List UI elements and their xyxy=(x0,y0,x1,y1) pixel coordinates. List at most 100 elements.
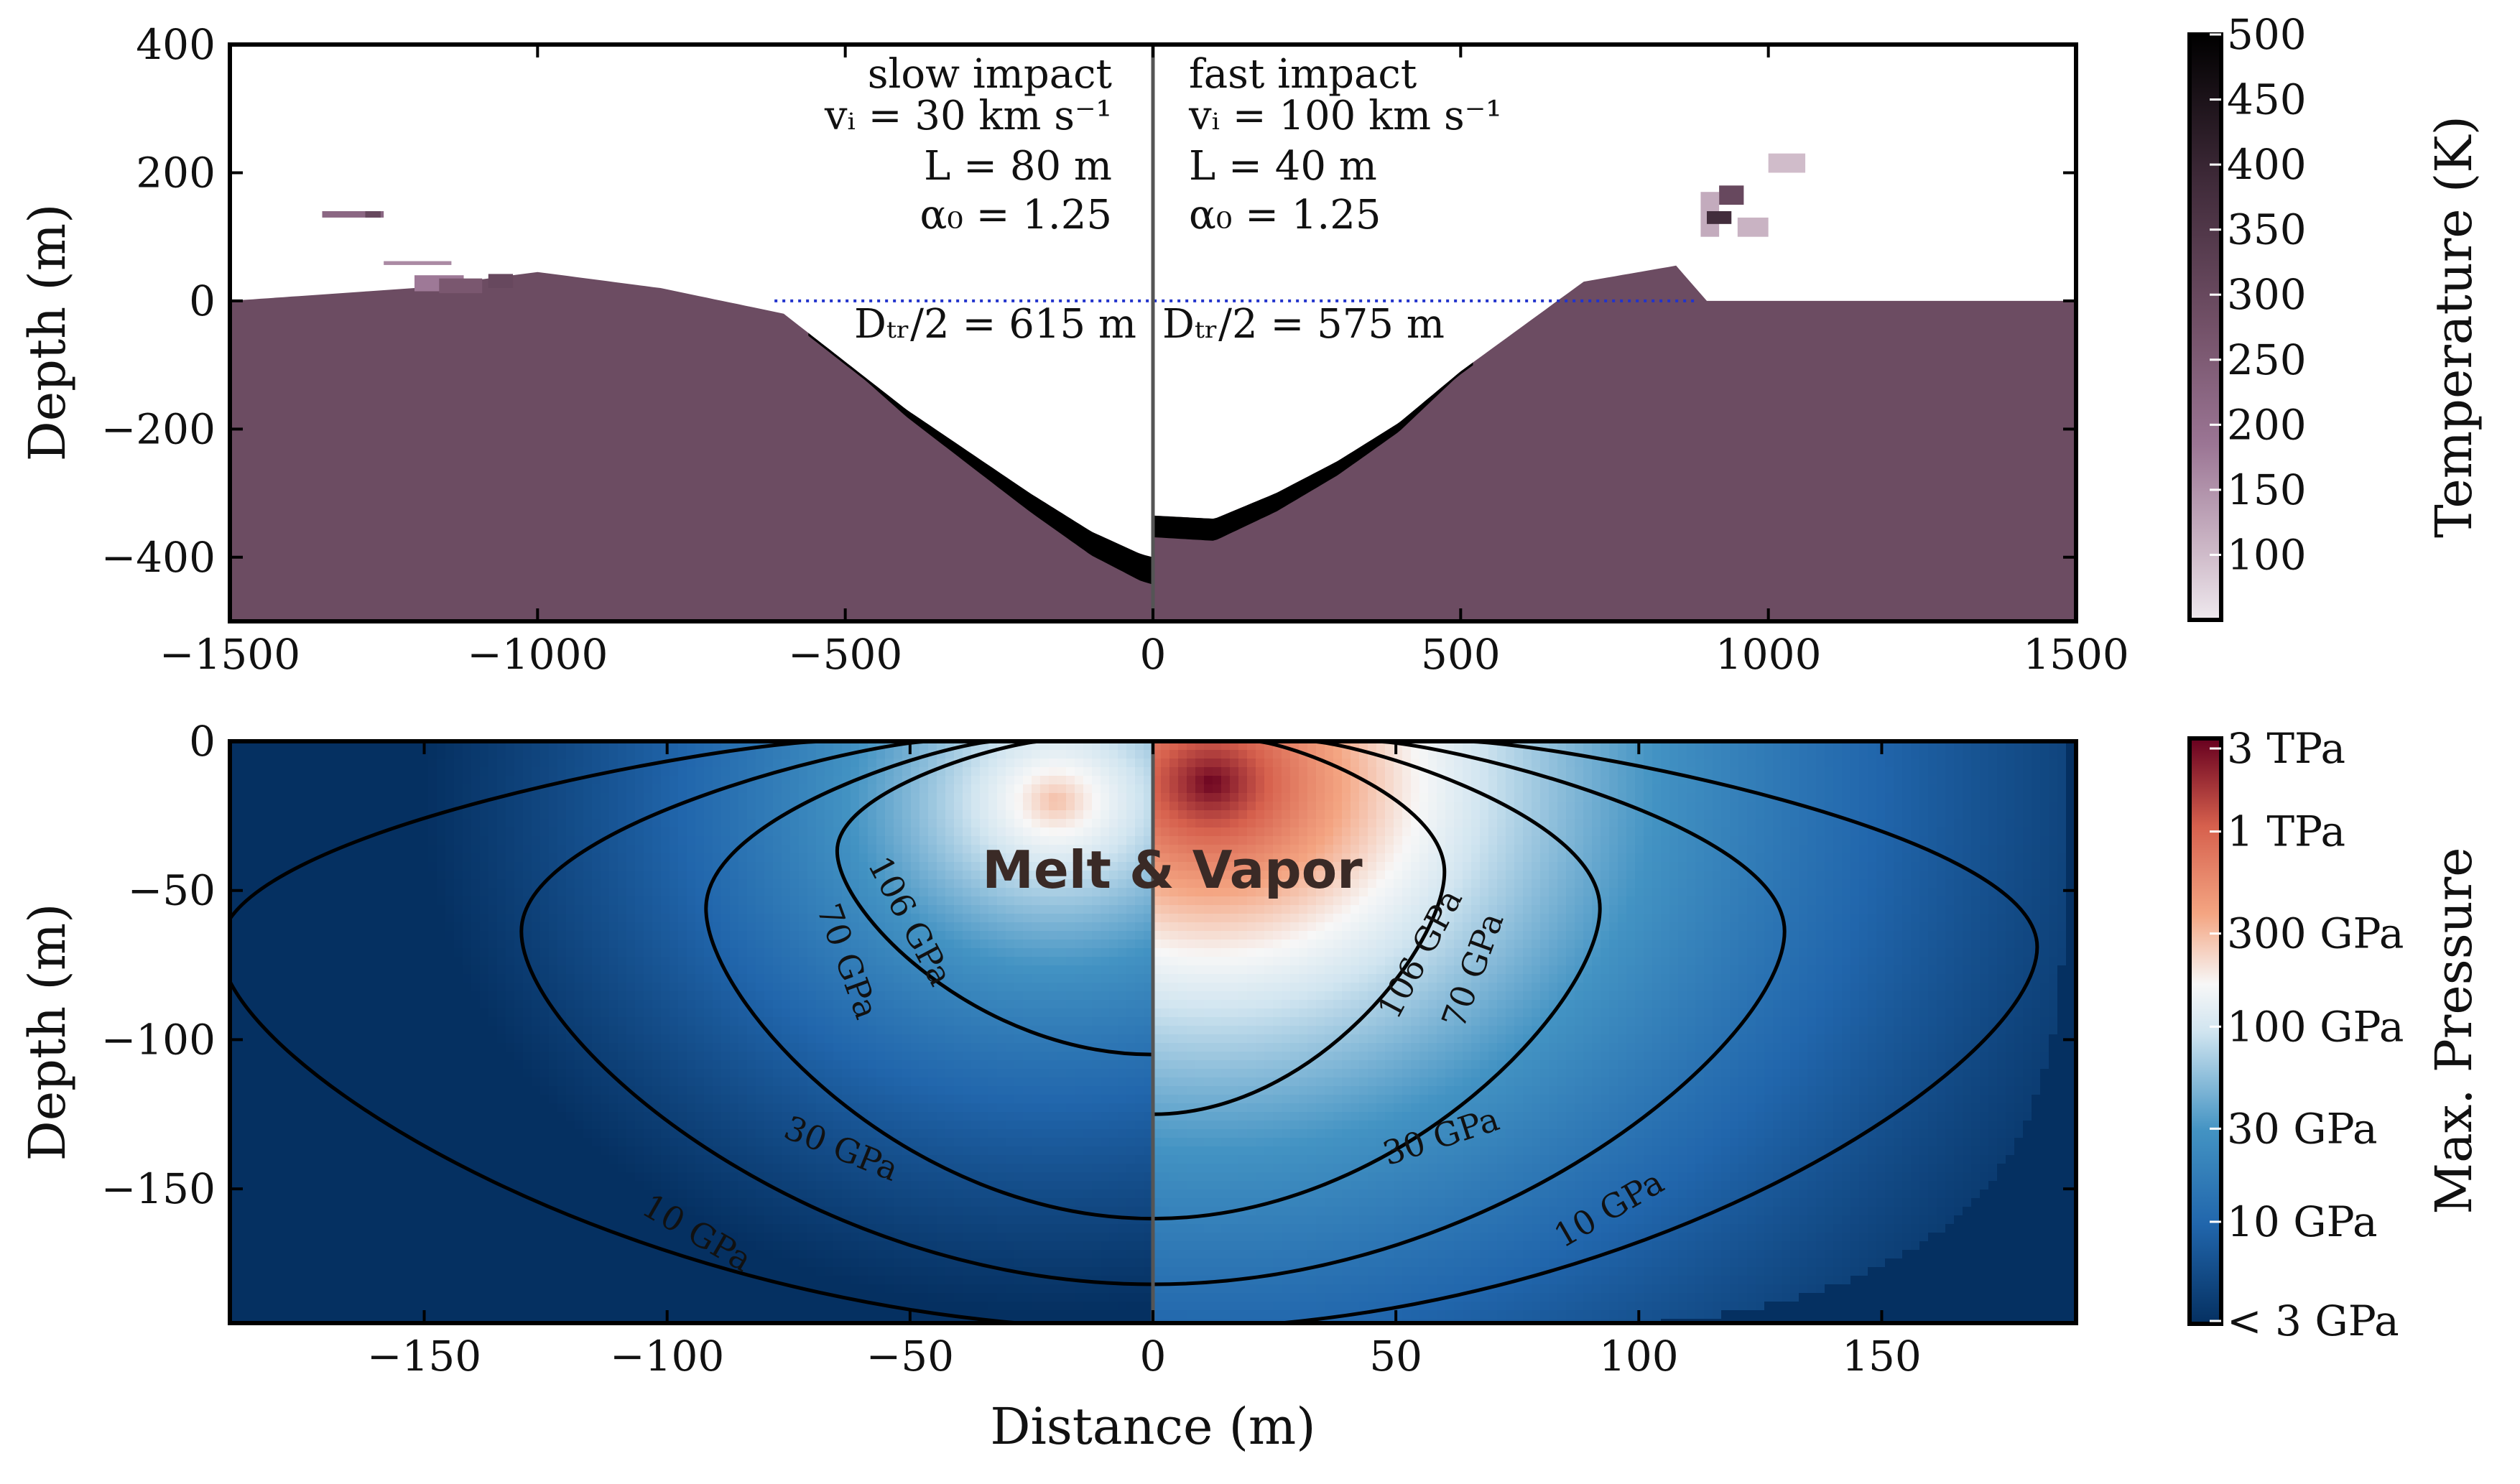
pressure-cell xyxy=(445,1008,455,1018)
pressure-cell xyxy=(256,1034,265,1044)
pressure-cell xyxy=(247,1146,256,1156)
pressure-cell xyxy=(756,940,765,949)
pressure-cell xyxy=(721,836,731,845)
pressure-cell xyxy=(540,1086,550,1095)
pressure-cell xyxy=(497,1000,506,1009)
pressure-cell xyxy=(816,1121,825,1130)
pressure-cell xyxy=(842,983,851,992)
pressure-cell xyxy=(799,879,808,889)
pressure-cell xyxy=(730,862,739,871)
pressure-cell xyxy=(264,827,274,837)
pressure-cell xyxy=(437,836,446,845)
pressure-cell xyxy=(359,1250,369,1259)
pressure-cell xyxy=(747,1284,756,1294)
pressure-cell xyxy=(333,1302,343,1311)
pressure-cell xyxy=(506,862,515,871)
pressure-cell xyxy=(282,922,291,932)
pressure-cell xyxy=(678,1293,687,1302)
pressure-cell xyxy=(532,940,541,949)
pressure-cell xyxy=(721,845,731,854)
pressure-cell xyxy=(747,853,756,863)
pressure-cell xyxy=(385,1103,394,1113)
pressure-cell xyxy=(583,1224,593,1233)
pressure-cell xyxy=(402,1077,412,1087)
pressure-cell xyxy=(325,1293,334,1302)
pressure-cell xyxy=(273,1008,282,1018)
pressure-cell xyxy=(549,1258,558,1268)
pressure-cell xyxy=(799,931,808,940)
pressure-cell xyxy=(488,1086,498,1095)
pressure-cell xyxy=(738,1069,748,1078)
pressure-cell xyxy=(273,1293,282,1302)
pressure-cell xyxy=(592,888,601,897)
pressure-cell xyxy=(773,871,782,880)
pressure-cell xyxy=(695,1293,705,1302)
pressure-cell xyxy=(514,862,524,871)
pressure-cell xyxy=(618,1060,627,1070)
pressure-cell xyxy=(325,940,334,949)
pressure-cell xyxy=(497,1026,506,1035)
pressure-cell xyxy=(661,1198,670,1207)
pressure-cell xyxy=(523,1258,532,1268)
pressure-cell xyxy=(428,1293,437,1302)
pressure-cell xyxy=(816,819,825,828)
pressure-cell xyxy=(394,974,403,983)
pressure-cell xyxy=(402,1060,412,1070)
pressure-cell xyxy=(764,1121,774,1130)
pressure-cell xyxy=(756,1129,765,1138)
pressure-cell xyxy=(807,784,817,794)
pressure-cell xyxy=(825,819,834,828)
pressure-cell xyxy=(463,914,472,923)
pressure-cell xyxy=(756,853,765,863)
pressure-cell xyxy=(514,1052,524,1061)
pressure-cell xyxy=(290,1215,300,1225)
pressure-cell xyxy=(842,914,851,923)
pressure-cell xyxy=(713,1302,722,1311)
pressure-cell xyxy=(514,1112,524,1121)
pressure-cell xyxy=(445,1129,455,1138)
pressure-cell xyxy=(825,1103,834,1113)
pressure-cell xyxy=(635,1207,644,1216)
pressure-cell xyxy=(333,793,343,802)
pressure-cell xyxy=(670,1077,679,1087)
pressure-cell xyxy=(523,1069,532,1078)
pressure-cell xyxy=(325,1215,334,1225)
pressure-cell xyxy=(411,784,420,794)
pressure-cell xyxy=(782,759,791,768)
pressure-cell xyxy=(549,1155,558,1164)
pressure-cell xyxy=(342,922,351,932)
pressure-cell xyxy=(299,776,308,785)
pressure-cell xyxy=(273,1000,282,1009)
pressure-cell xyxy=(583,1008,593,1018)
pressure-cell xyxy=(351,1086,360,1095)
pressure-cell xyxy=(799,1215,808,1225)
pressure-cell xyxy=(385,879,394,889)
pressure-cell xyxy=(644,1215,653,1225)
pressure-cell xyxy=(523,991,532,1001)
pressure-cell xyxy=(299,1284,308,1294)
pressure-cell xyxy=(238,1112,248,1121)
pressure-cell xyxy=(264,1198,274,1207)
slow-impact-line-1: slow impact xyxy=(868,51,1113,98)
pressure-cell xyxy=(471,1138,481,1147)
pressure-cell xyxy=(342,1112,351,1121)
pressure-cell xyxy=(652,1138,662,1147)
pressure-cell xyxy=(428,741,437,751)
pressure-cell xyxy=(359,1052,369,1061)
pressure-cell xyxy=(402,776,412,785)
pressure-cell xyxy=(463,1250,472,1259)
pressure-cell xyxy=(670,871,679,880)
pressure-cell xyxy=(670,888,679,897)
pressure-cell xyxy=(583,1121,593,1130)
pressure-cell xyxy=(575,862,584,871)
pressure-cell xyxy=(807,914,817,923)
pressure-cell xyxy=(799,940,808,949)
pressure-cell xyxy=(394,827,403,837)
pressure-cell xyxy=(342,1086,351,1095)
pressure-cell xyxy=(764,1172,774,1182)
pressure-cell xyxy=(618,1207,627,1216)
pressure-cell xyxy=(264,1164,274,1173)
pressure-cell xyxy=(790,922,800,932)
pressure-cell xyxy=(325,1146,334,1156)
pressure-cell xyxy=(506,776,515,785)
